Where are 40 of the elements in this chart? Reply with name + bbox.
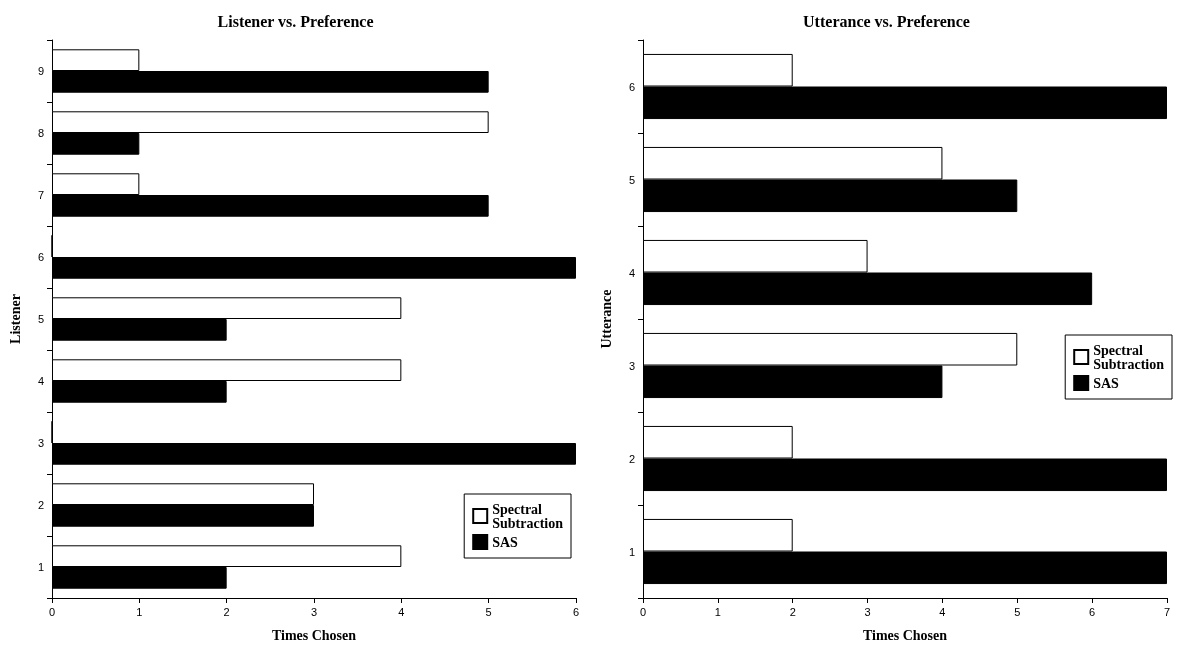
x-tick-label: 0 bbox=[639, 605, 647, 618]
x-tick-label: 1 bbox=[136, 605, 143, 618]
x-tick-label: 6 bbox=[1089, 605, 1096, 618]
x-axis-title: Times Chosen bbox=[271, 627, 357, 643]
y-tick-label: 4 bbox=[628, 266, 635, 279]
y-tick-label: 2 bbox=[37, 499, 44, 511]
y-tick-label: 4 bbox=[37, 375, 44, 387]
x-tick-label: 4 bbox=[939, 605, 946, 618]
y-tick-label: 5 bbox=[37, 313, 44, 325]
y-tick-label: 5 bbox=[628, 173, 635, 186]
x-tick-label: 2 bbox=[789, 605, 796, 618]
legend-label: SAS bbox=[492, 534, 519, 550]
x-tick-label: 7 bbox=[1163, 605, 1171, 618]
x-axis-title: Times Chosen bbox=[862, 627, 948, 643]
legend-label: Spectral Subtraction bbox=[1093, 342, 1165, 372]
y-tick-label: 6 bbox=[628, 80, 635, 93]
y-tick-label: 1 bbox=[628, 545, 635, 558]
chart-title: Listener vs. Preference bbox=[217, 12, 374, 30]
y-tick-label: 1 bbox=[37, 561, 44, 573]
y-tick-label: 8 bbox=[37, 127, 44, 139]
legend-label: SAS bbox=[1093, 375, 1120, 391]
x-tick-label: 5 bbox=[1014, 605, 1021, 618]
x-tick-label: 3 bbox=[864, 605, 871, 618]
x-tick-label: 0 bbox=[48, 605, 56, 618]
x-tick-label: 6 bbox=[572, 605, 580, 618]
x-tick-label: 1 bbox=[714, 605, 721, 618]
y-tick-label: 6 bbox=[37, 251, 44, 263]
x-tick-label: 5 bbox=[485, 605, 492, 618]
x-tick-label: 4 bbox=[398, 605, 405, 618]
y-tick-label: 3 bbox=[628, 359, 635, 372]
chart-title: Utterance vs. Preference bbox=[803, 12, 970, 30]
y-tick-label: 2 bbox=[628, 452, 635, 465]
legend-label: Spectral Subtraction bbox=[492, 501, 564, 531]
y-tick-label: 9 bbox=[37, 65, 44, 77]
x-tick-label: 2 bbox=[223, 605, 230, 618]
y-axis-title: Listener bbox=[7, 294, 23, 344]
y-tick-label: 3 bbox=[37, 437, 44, 449]
x-tick-label: 3 bbox=[310, 605, 318, 618]
y-axis-title: Utterance bbox=[598, 289, 614, 349]
y-tick-label: 7 bbox=[37, 189, 44, 201]
